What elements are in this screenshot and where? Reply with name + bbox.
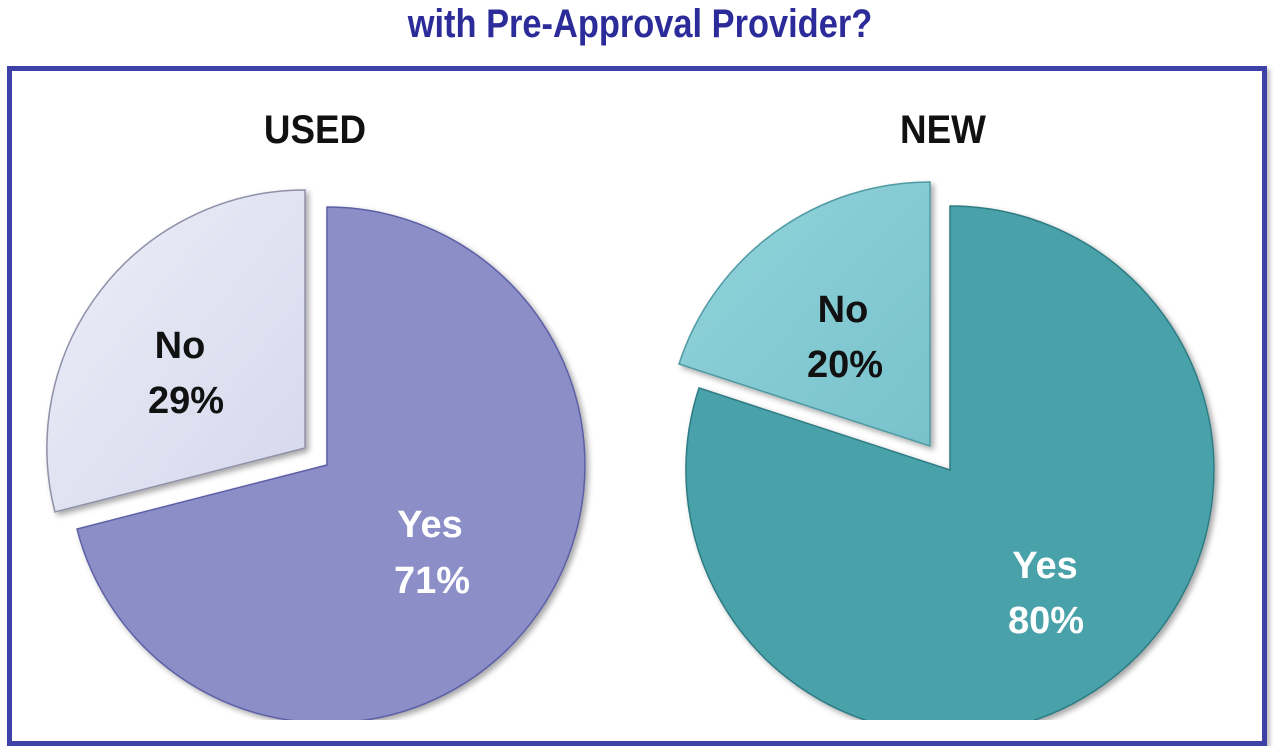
used-chart-label: USED (263, 108, 367, 152)
new-yes-slice (685, 205, 1215, 720)
new-chart-label: NEW (900, 108, 986, 152)
used-pie (46, 189, 586, 720)
used-no-label: No (155, 325, 206, 367)
new-no-slice (678, 181, 931, 448)
new-yes-value: 80% (1008, 600, 1084, 642)
used-yes-label: Yes (397, 504, 463, 546)
new-pie (678, 181, 1215, 720)
used-yes-value: 71% (394, 560, 470, 602)
new-yes-label: Yes (1012, 545, 1078, 587)
new-no-label: No (818, 289, 869, 331)
used-no-value: 29% (148, 380, 224, 422)
new-no-value: 20% (807, 344, 883, 386)
pie-charts: No 29% Yes 71% No 20% Yes 80% (46, 181, 1215, 720)
used-yes-slice (76, 206, 586, 720)
chart-title: with Pre-Approval Provider? (407, 2, 873, 46)
used-no-slice (46, 189, 306, 513)
